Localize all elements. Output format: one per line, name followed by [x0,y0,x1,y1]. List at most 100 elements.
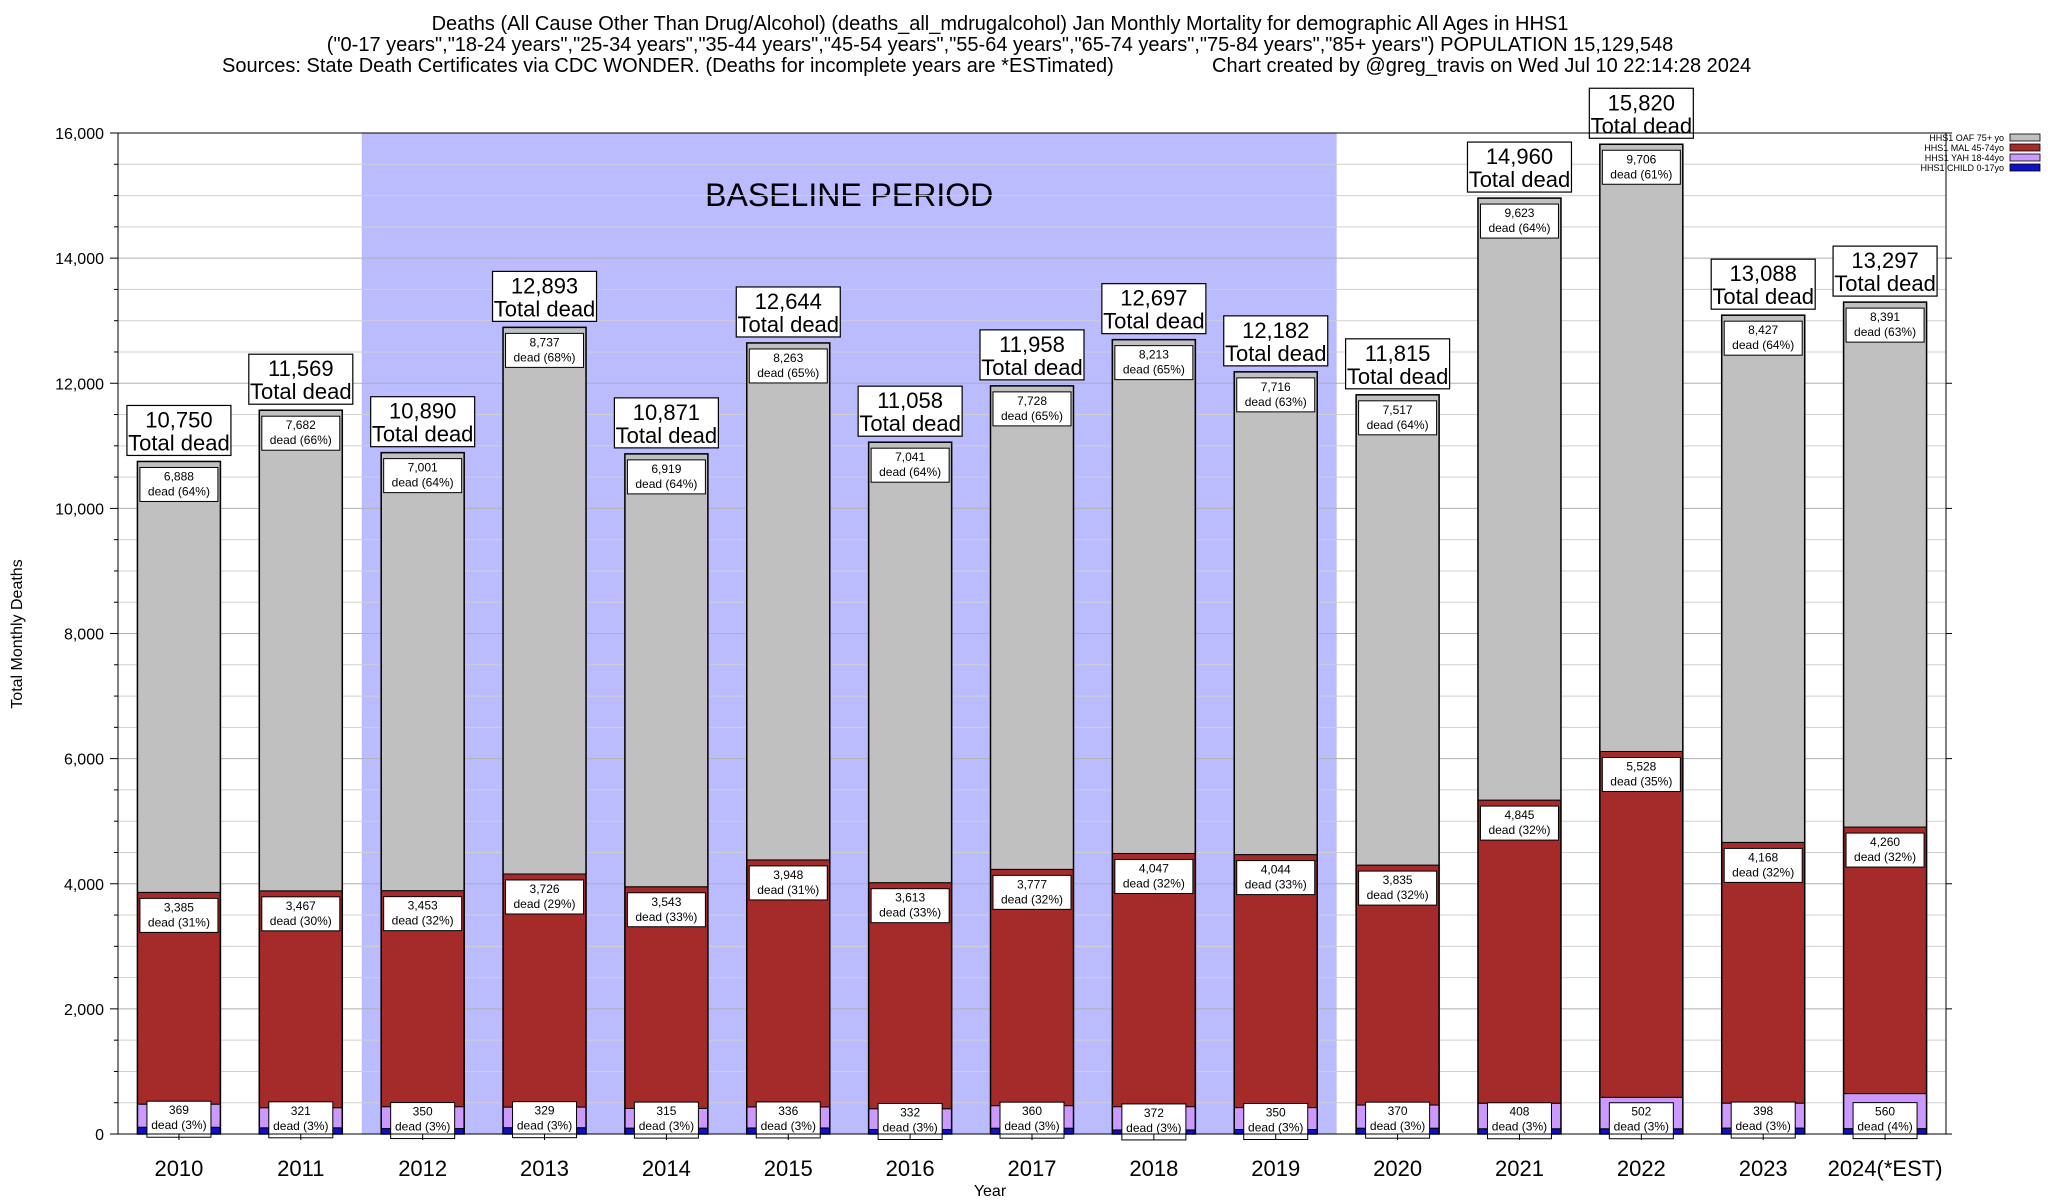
legend-label: HHS1 CHILD 0-17yo [1920,163,2004,173]
segment-label-box [992,874,1072,910]
segment-pct-label: dead (32%) [1854,850,1916,864]
bar-segment [1599,143,1684,752]
segment-value-label: 321 [291,1104,311,1118]
total-suffix-label: Total dead [494,296,596,321]
segment-value-label: 372 [1144,1106,1164,1120]
segment-pct-label: dead (65%) [1123,363,1185,377]
bar-segment [1477,799,1562,1104]
segment-label-box [1358,400,1438,436]
segment-label-box [139,466,219,502]
total-value-label: 10,890 [389,399,456,424]
segment-label-box [1852,1102,1918,1140]
total-value-label: 10,871 [633,400,700,425]
segment-label-box [1601,756,1681,792]
segment-value-label: 7,682 [286,418,316,432]
total-value-label: 14,960 [1486,144,1553,169]
total-suffix-label: Total dead [859,411,961,436]
segment-pct-label: dead (3%) [639,1119,694,1133]
x-tick-label: 2022 [1617,1156,1666,1181]
segment-label-box [505,879,585,915]
bar-segment [746,342,831,861]
segment-label-box [390,1102,456,1140]
segment-pct-label: dead (30%) [270,914,332,928]
segment-value-label: 4,845 [1504,808,1534,822]
bar-segment [1599,750,1684,1098]
legend-label: HHS1 MAL 45-74yo [1924,143,2004,153]
x-tick-label: 2021 [1495,1156,1544,1181]
segment-pct-label: dead (3%) [1736,1119,1791,1133]
segment-label-box [512,1101,578,1139]
segment-value-label: 408 [1509,1105,1529,1119]
segment-value-label: 3,777 [1017,877,1047,891]
baseline-label: BASELINE PERIOD [705,177,993,213]
segment-value-label: 4,047 [1139,861,1169,875]
segment-label-box [1114,858,1194,894]
y-tick-label: 6,000 [64,752,104,769]
segment-value-label: 336 [778,1104,798,1118]
y-tick-label: 2,000 [64,1002,104,1019]
segment-label-box [1608,1102,1674,1140]
segment-pct-label: dead (35%) [1610,774,1672,788]
x-tick-label: 2013 [520,1156,569,1181]
total-label-box [613,397,720,449]
total-label-box [1710,258,1816,310]
segment-value-label: 370 [1388,1104,1408,1118]
total-suffix-label: Total dead [1712,284,1814,309]
segment-value-label: 7,041 [895,450,925,464]
legend-label: HHS1 YAH 18-44yo [1925,153,2004,163]
total-label-box [1832,245,1938,297]
total-value-label: 11,058 [877,388,943,413]
legend-swatch [2009,133,2041,142]
segment-label-box [1243,1102,1309,1140]
y-tick-label: 16,000 [55,126,104,143]
total-value-label: 10,750 [145,407,212,432]
segment-pct-label: dead (3%) [761,1119,816,1133]
segment-pct-label: dead (64%) [1488,221,1550,235]
segment-pct-label: dead (64%) [1367,418,1429,432]
total-suffix-label: Total dead [250,379,352,404]
segment-value-label: 360 [1022,1104,1042,1118]
bar-segment [1111,339,1196,854]
segment-label-box [1845,832,1925,868]
x-tick-label: 2018 [1129,1156,1178,1181]
segment-pct-label: dead (32%) [1732,865,1794,879]
total-label-box [248,353,354,405]
segment-value-label: 4,044 [1261,863,1291,877]
bar-segment [746,859,831,1108]
x-tick-label: 2014 [642,1156,691,1181]
bar-segment [1477,197,1562,801]
segment-label-box [1486,1102,1552,1140]
bar-segment [380,452,465,892]
total-value-label: 12,697 [1120,286,1187,311]
total-label-box [1466,141,1573,193]
segment-label-box [383,896,463,932]
bar-segment [1721,314,1806,843]
y-tick-label: 14,000 [55,251,104,268]
segment-pct-label: dead (3%) [1126,1121,1181,1135]
x-tick-label: 2010 [154,1156,203,1181]
segment-pct-label: dead (3%) [1614,1120,1669,1134]
segment-label-box [870,888,950,924]
segment-label-box [626,459,706,495]
segment-pct-label: dead (63%) [1245,395,1307,409]
segment-label-box [505,332,585,368]
segment-pct-label: dead (32%) [1123,876,1185,890]
segment-label-box [1479,203,1559,239]
segment-value-label: 3,726 [530,882,560,896]
segment-label-box [1479,805,1559,841]
segment-pct-label: dead (64%) [392,476,454,490]
segment-value-label: 3,835 [1383,873,1413,887]
segment-label-box [748,865,828,901]
segment-pct-label: dead (3%) [1004,1119,1059,1133]
segment-value-label: 7,728 [1017,394,1047,408]
segment-label-box [1730,1101,1796,1139]
x-tick-label: 2023 [1739,1156,1788,1181]
segment-value-label: 315 [656,1104,676,1118]
total-value-label: 12,182 [1242,318,1309,343]
total-suffix-label: Total dead [372,422,474,447]
segment-pct-label: dead (32%) [1488,823,1550,837]
x-tick-label: 2017 [1008,1156,1057,1181]
total-suffix-label: Total dead [1591,113,1693,138]
segment-pct-label: dead (65%) [757,366,819,380]
x-tick-label: 2015 [764,1156,813,1181]
